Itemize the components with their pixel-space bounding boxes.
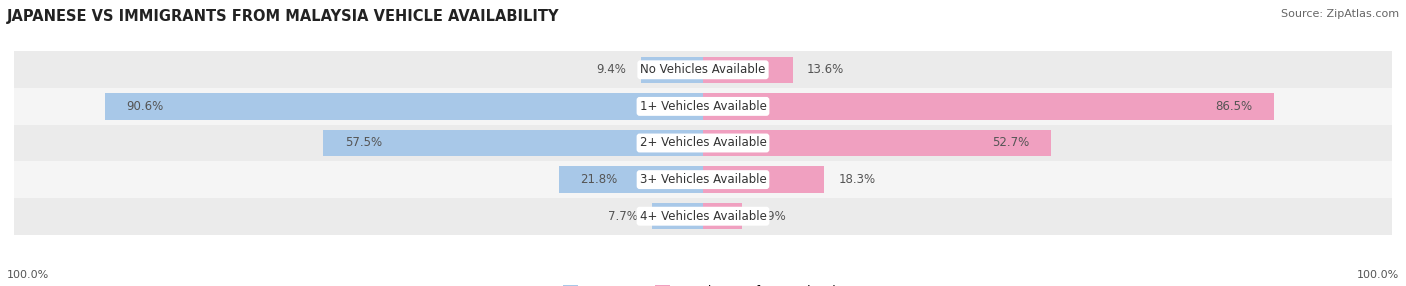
Bar [703,93,1274,120]
Text: 4+ Vehicles Available: 4+ Vehicles Available [640,210,766,223]
Text: 52.7%: 52.7% [993,136,1029,150]
Text: 1+ Vehicles Available: 1+ Vehicles Available [640,100,766,113]
Bar [703,203,742,229]
Bar [641,57,703,83]
Text: 57.5%: 57.5% [344,136,382,150]
Text: 100.0%: 100.0% [7,270,49,280]
Bar [703,130,1050,156]
Legend: Japanese, Immigrants from Malaysia: Japanese, Immigrants from Malaysia [562,285,844,286]
Text: 2+ Vehicles Available: 2+ Vehicles Available [640,136,766,150]
Text: 9.4%: 9.4% [596,63,627,76]
Bar [323,130,703,156]
Text: 21.8%: 21.8% [581,173,617,186]
Text: 3+ Vehicles Available: 3+ Vehicles Available [640,173,766,186]
Text: 90.6%: 90.6% [127,100,163,113]
Text: 86.5%: 86.5% [1215,100,1253,113]
Text: Source: ZipAtlas.com: Source: ZipAtlas.com [1281,9,1399,19]
Text: No Vehicles Available: No Vehicles Available [640,63,766,76]
Bar [14,125,1392,161]
Text: 5.9%: 5.9% [756,210,786,223]
Text: JAPANESE VS IMMIGRANTS FROM MALAYSIA VEHICLE AVAILABILITY: JAPANESE VS IMMIGRANTS FROM MALAYSIA VEH… [7,9,560,23]
Text: 100.0%: 100.0% [1357,270,1399,280]
Bar [703,57,793,83]
Bar [105,93,703,120]
Text: 18.3%: 18.3% [838,173,876,186]
Bar [14,161,1392,198]
Bar [14,51,1392,88]
Bar [14,198,1392,235]
Bar [703,166,824,193]
Text: 7.7%: 7.7% [607,210,638,223]
Bar [560,166,703,193]
Text: 13.6%: 13.6% [807,63,845,76]
Bar [14,88,1392,125]
Bar [652,203,703,229]
